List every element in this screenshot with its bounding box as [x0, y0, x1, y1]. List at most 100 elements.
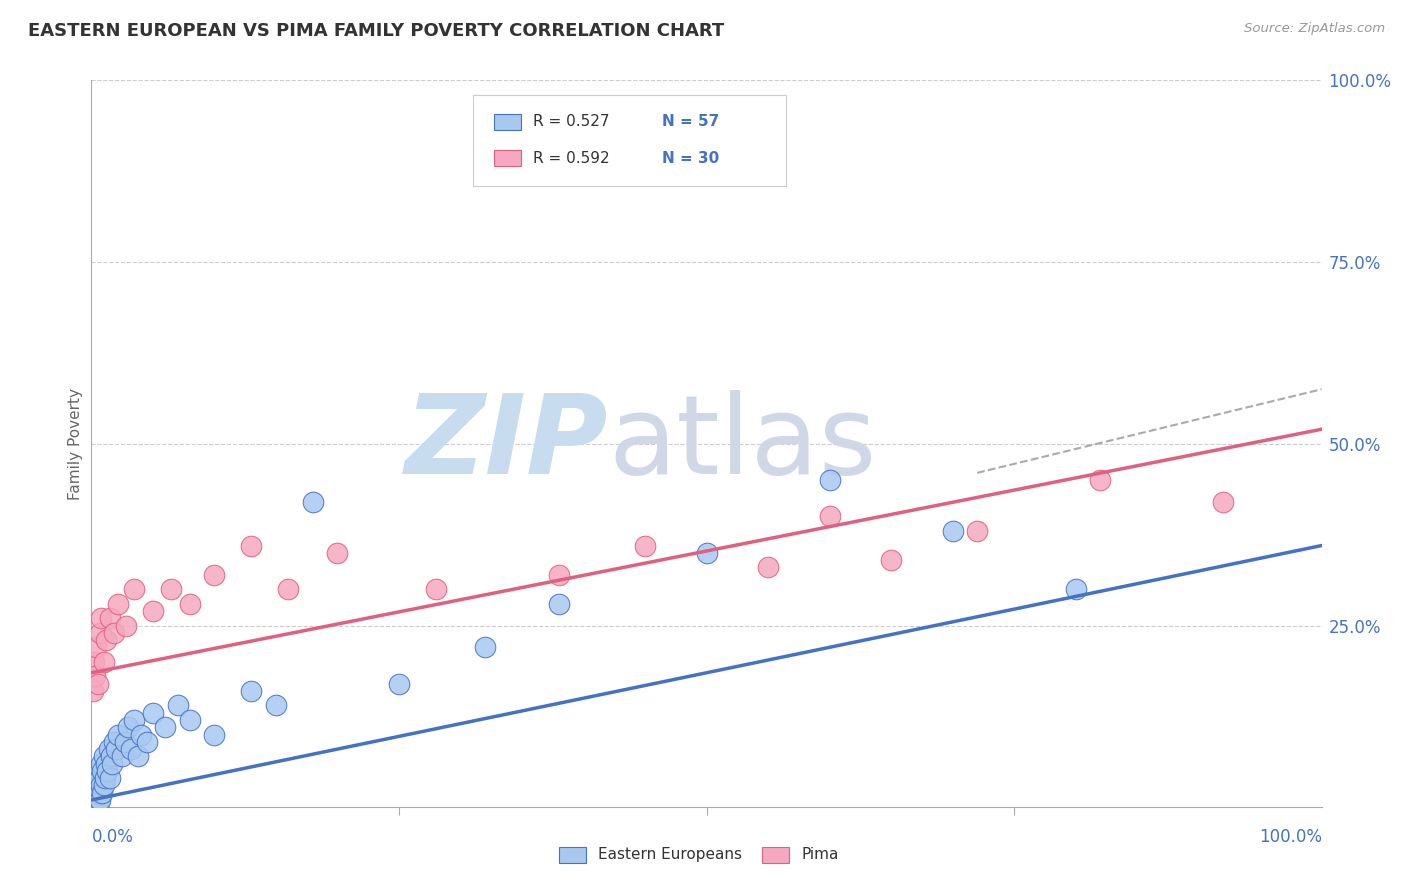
Point [86, 786, 108, 800]
Text: R = 0.592: R = 0.592 [533, 151, 610, 166]
Point [142, 706, 165, 720]
Point [82, 793, 104, 807]
Point [84, 800, 107, 814]
Point [93, 655, 115, 669]
Point [83, 800, 105, 814]
Point [114, 735, 136, 749]
Point [98, 611, 121, 625]
Point [277, 582, 299, 597]
Point [153, 720, 177, 734]
Point [96, 764, 118, 778]
Point [135, 735, 157, 749]
Point [86, 786, 108, 800]
Point [1088, 473, 1111, 487]
Point [86, 800, 108, 814]
Text: ZIP: ZIP [405, 391, 607, 497]
Point [89, 793, 111, 807]
Point [111, 749, 134, 764]
Point [818, 509, 841, 524]
Point [101, 756, 124, 771]
Point [86, 771, 108, 785]
Point [264, 698, 287, 713]
Point [966, 524, 988, 538]
Text: 100.0%: 100.0% [1258, 828, 1322, 847]
Text: Eastern Europeans: Eastern Europeans [599, 847, 742, 862]
Point [84, 779, 107, 793]
Point [179, 713, 201, 727]
Point [87, 793, 110, 807]
Point [97, 742, 120, 756]
Point [89, 786, 111, 800]
Point [96, 633, 117, 648]
Point [240, 684, 263, 698]
Point [100, 749, 122, 764]
Point [103, 735, 125, 749]
Text: atlas: atlas [607, 391, 876, 497]
Point [94, 771, 117, 785]
Text: Pima: Pima [801, 847, 838, 862]
Point [547, 567, 569, 582]
Point [90, 756, 112, 771]
Point [166, 698, 188, 713]
Point [83, 786, 105, 800]
Point [127, 749, 149, 764]
Point [86, 640, 108, 655]
Point [202, 728, 225, 742]
Point [202, 567, 225, 582]
FancyBboxPatch shape [494, 113, 520, 129]
Point [91, 786, 114, 800]
Point [941, 524, 963, 538]
Point [326, 546, 349, 560]
Point [86, 779, 108, 793]
Point [89, 771, 111, 785]
Y-axis label: Family Poverty: Family Poverty [67, 388, 83, 500]
Point [93, 779, 115, 793]
Point [87, 764, 110, 778]
Point [124, 713, 146, 727]
FancyBboxPatch shape [762, 847, 789, 863]
Point [388, 676, 411, 690]
Point [93, 749, 115, 764]
Point [756, 560, 779, 574]
Point [86, 676, 108, 690]
Text: R = 0.527: R = 0.527 [533, 114, 610, 129]
Text: EASTERN EUROPEAN VS PIMA FAMILY POVERTY CORRELATION CHART: EASTERN EUROPEAN VS PIMA FAMILY POVERTY … [28, 22, 724, 40]
Point [129, 728, 152, 742]
Point [818, 473, 841, 487]
Text: N = 30: N = 30 [662, 151, 720, 166]
Point [695, 546, 717, 560]
Point [91, 764, 114, 778]
Point [86, 793, 108, 807]
Point [425, 582, 447, 597]
Point [103, 625, 125, 640]
Point [117, 720, 139, 734]
Text: 0.0%: 0.0% [91, 828, 134, 847]
Point [160, 582, 183, 597]
Point [1212, 495, 1234, 509]
Point [89, 625, 111, 640]
Point [474, 640, 496, 655]
FancyBboxPatch shape [558, 847, 586, 863]
Point [82, 684, 104, 698]
Point [84, 793, 107, 807]
Point [87, 779, 110, 793]
Point [90, 779, 112, 793]
FancyBboxPatch shape [472, 95, 786, 186]
Point [90, 611, 112, 625]
Point [124, 582, 146, 597]
Point [84, 669, 107, 683]
Point [179, 597, 201, 611]
Point [301, 495, 323, 509]
Point [240, 539, 263, 553]
Point [98, 771, 121, 785]
Point [120, 742, 142, 756]
Point [880, 553, 903, 567]
Point [107, 597, 129, 611]
Text: Source: ZipAtlas.com: Source: ZipAtlas.com [1244, 22, 1385, 36]
Point [142, 604, 165, 618]
FancyBboxPatch shape [494, 150, 520, 166]
Point [105, 742, 127, 756]
Point [634, 539, 657, 553]
Point [107, 728, 129, 742]
Point [83, 655, 105, 669]
